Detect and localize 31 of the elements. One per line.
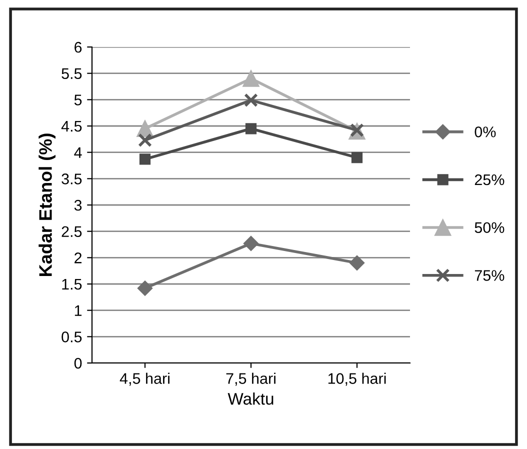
y-tick-label: 4 [74, 147, 82, 158]
legend-label: 25% [474, 174, 504, 186]
y-tick-label: 1 [74, 305, 82, 316]
point [351, 152, 363, 164]
x-tick-label: 7,5 hari [226, 372, 276, 386]
point [242, 70, 260, 87]
point [137, 280, 153, 296]
point [243, 236, 259, 252]
point [138, 133, 152, 148]
x-axis-title: Waktu [228, 392, 274, 405]
y-tick-label: 5.5 [62, 68, 82, 80]
point [245, 123, 257, 134]
y-tick-label: 6 [74, 42, 82, 53]
y-tick-label: 5 [74, 94, 82, 106]
point [139, 154, 151, 165]
legend-label: 50% [474, 222, 504, 234]
y-tick-label: 1.5 [62, 279, 82, 290]
x-tick-label: 4,5 hari [120, 372, 170, 386]
y-tick-label: 3 [74, 200, 82, 211]
y-tick-label: 3.5 [62, 174, 82, 184]
x-tick-label: 10,5 hari [328, 372, 386, 386]
point [244, 93, 258, 108]
point [349, 255, 365, 271]
y-tick-label: 0.5 [62, 332, 82, 342]
y-axis-title: Kadar Etanol (%) [38, 134, 56, 276]
y-tick-label: 0 [74, 358, 82, 369]
y-tick-label: 2 [74, 252, 82, 264]
y-tick-label: 2.5 [62, 226, 82, 238]
legend-label: 0% [474, 126, 496, 138]
y-tick-label: 4.5 [61, 121, 82, 132]
legend-label: 75% [474, 270, 504, 281]
